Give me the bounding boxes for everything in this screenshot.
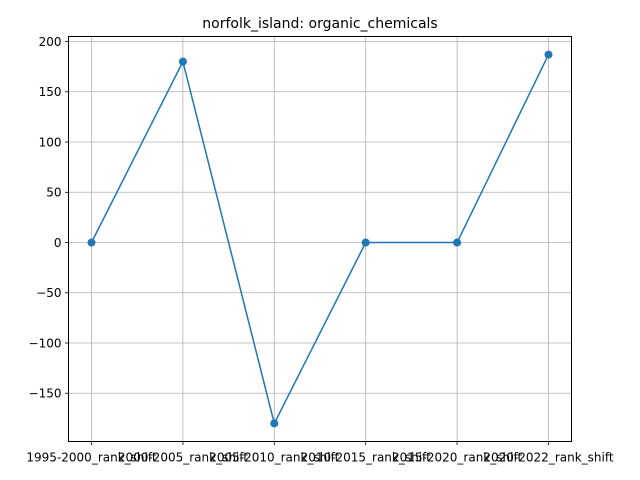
data-point [87, 238, 96, 247]
y-tick-label: −50 [36, 286, 61, 300]
data-point [270, 419, 279, 428]
data-point [544, 50, 553, 59]
x-tick-label: 2005-2010_rank_shift [209, 451, 339, 465]
x-tick-label: 2015-2020_rank_shift [392, 451, 522, 465]
data-point [361, 238, 370, 247]
series-layer [87, 50, 553, 428]
chart-title: norfolk_island: organic_chemicals [202, 16, 437, 32]
y-tick-label: −150 [29, 387, 62, 401]
x-tick-label: 2000-2005_rank_shift [118, 451, 248, 465]
y-tick-label: 0 [54, 236, 62, 250]
data-point [453, 238, 462, 247]
y-tick-label: 50 [46, 186, 61, 200]
data-point [178, 57, 187, 66]
x-tick-label: 1995-2000_rank_shift [26, 451, 156, 465]
x-tick-label: 2010-2015_rank_shift [301, 451, 431, 465]
grid-layer [68, 36, 572, 442]
y-tick-label: 150 [39, 85, 62, 99]
x-tick-label: 2020-2022_rank_shift [483, 451, 613, 465]
ticks-layer: 1995-2000_rank_shift2000-2005_rank_shift… [26, 35, 613, 465]
plot-area-frame [68, 36, 572, 442]
y-tick-label: 200 [39, 35, 62, 49]
y-tick-label: −100 [29, 336, 62, 350]
y-tick-label: 100 [39, 135, 62, 149]
series-line [90, 54, 550, 425]
